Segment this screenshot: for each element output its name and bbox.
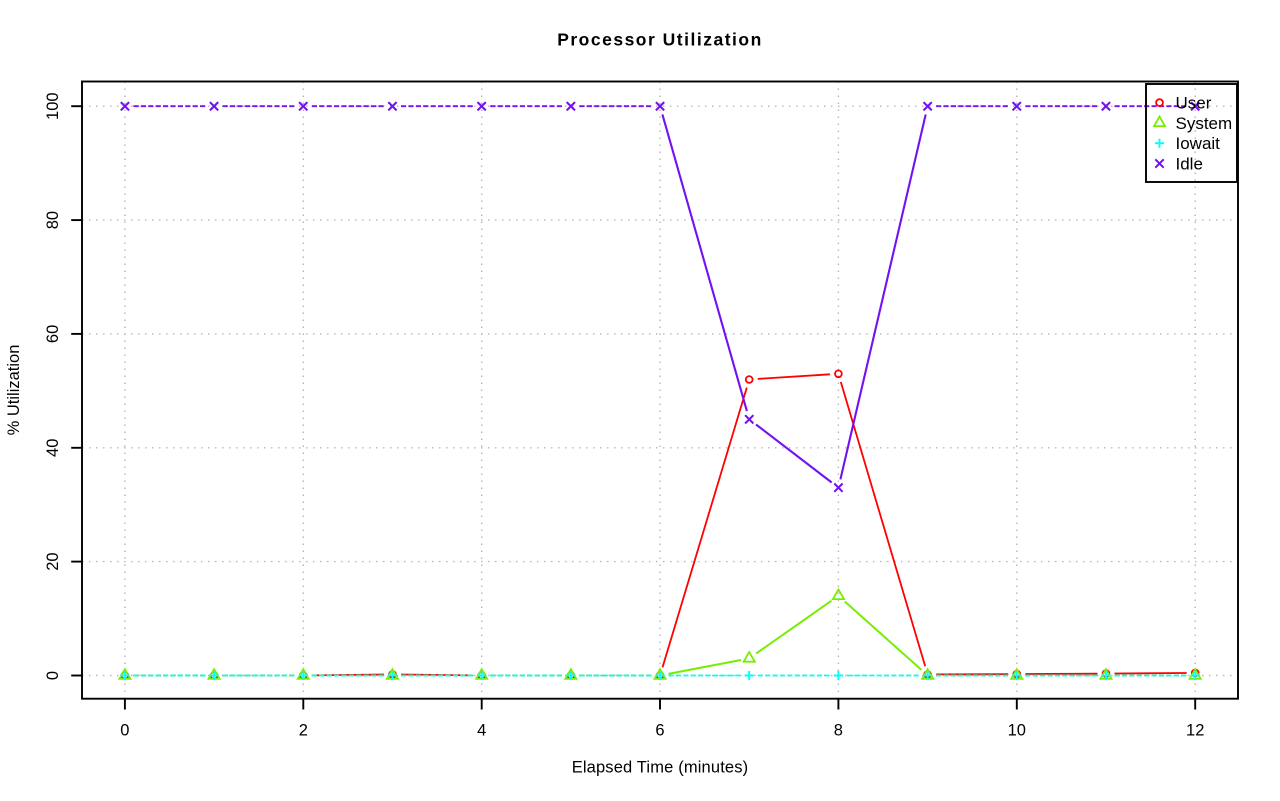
svg-text:Processor Utilization: Processor Utilization: [557, 30, 763, 50]
svg-text:User: User: [1176, 94, 1212, 113]
svg-text:40: 40: [44, 439, 62, 457]
svg-text:100: 100: [44, 92, 62, 120]
svg-text:2: 2: [299, 722, 308, 740]
svg-text:0: 0: [120, 722, 129, 740]
svg-text:% Utilization: % Utilization: [5, 345, 23, 436]
svg-text:Elapsed Time (minutes): Elapsed Time (minutes): [572, 759, 749, 777]
svg-text:60: 60: [44, 325, 62, 343]
svg-text:12: 12: [1186, 722, 1204, 740]
svg-text:80: 80: [44, 211, 62, 229]
svg-text:10: 10: [1008, 722, 1026, 740]
svg-text:6: 6: [655, 722, 664, 740]
svg-text:8: 8: [834, 722, 843, 740]
svg-text:0: 0: [44, 671, 62, 680]
svg-text:4: 4: [477, 722, 486, 740]
svg-text:Iowait: Iowait: [1176, 134, 1221, 153]
svg-text:System: System: [1176, 114, 1233, 133]
svg-text:Idle: Idle: [1176, 155, 1203, 174]
svg-text:20: 20: [44, 552, 62, 570]
